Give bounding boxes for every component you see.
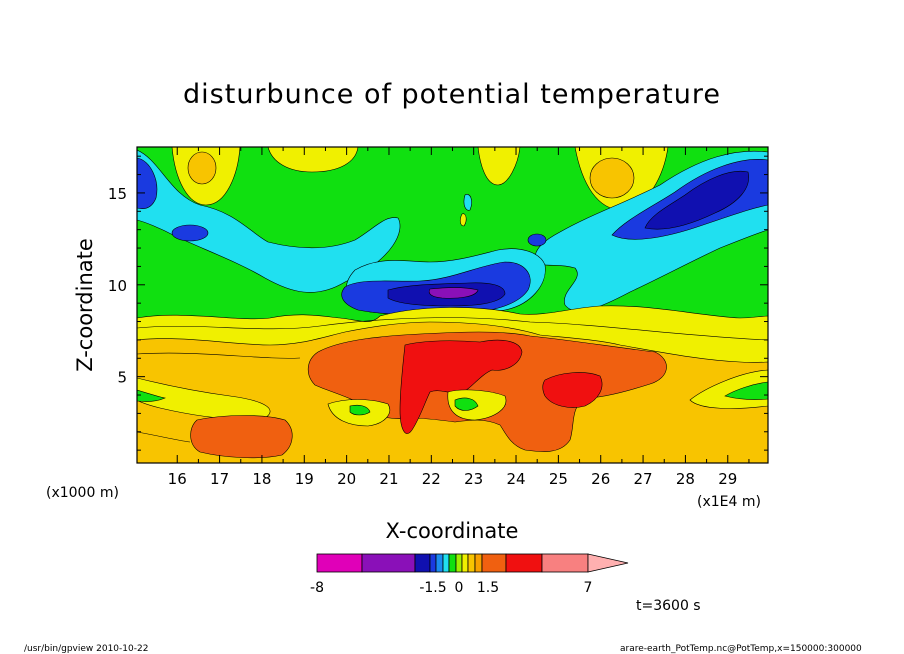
- field-yellow-upper-mid: [267, 147, 359, 173]
- field-green-lower-right: [724, 381, 768, 400]
- colorbar-label: 7: [584, 580, 593, 596]
- x-axis: 16 17 18 19 20 21 22 23 24 25 26 27 28 29: [168, 147, 750, 488]
- colorbar-segment: [467, 553, 476, 573]
- y-axis: 5 10 15: [108, 155, 768, 451]
- field-green-lower-left: [137, 389, 166, 402]
- x-tick-label: 21: [379, 470, 398, 488]
- y-tick-label: 5: [117, 369, 127, 387]
- colorbar-segment: [461, 553, 469, 573]
- field-blue-right-spot: [527, 233, 547, 247]
- x-tick-label: 19: [295, 470, 314, 488]
- x-tick-label: 18: [252, 470, 271, 488]
- x-tick-label: 20: [337, 470, 356, 488]
- colorbar-label: 0: [455, 580, 464, 596]
- y-tick-label: 15: [108, 185, 127, 203]
- colorbar-segment: [541, 553, 589, 573]
- field-orange-upper-right: [589, 157, 635, 199]
- x-tick-label: 17: [210, 470, 229, 488]
- contour-field: [137, 147, 768, 463]
- footer-right: arare-earth_PotTemp.nc@PotTemp,x=150000:…: [620, 644, 862, 654]
- x-tick-label: 16: [168, 470, 187, 488]
- field-orange-upper-left: [187, 151, 217, 185]
- y-tick-label: 10: [108, 277, 127, 295]
- x-tick-label: 22: [422, 470, 441, 488]
- field-yellow-streak: [459, 213, 467, 227]
- time-annotation: t=3600 s: [636, 598, 701, 614]
- contour-line-3: [137, 431, 191, 443]
- colorbar: [316, 553, 629, 573]
- field-red-right: [542, 372, 603, 408]
- colorbar-segment: [474, 553, 483, 573]
- field-blue-left-edge: [137, 157, 158, 209]
- footer-left: /usr/bin/gpview 2010-10-22: [24, 644, 148, 654]
- colorbar-segment: [429, 553, 437, 573]
- colorbar-segment: [455, 553, 463, 573]
- field-yellow-upper-center: [477, 147, 521, 186]
- colorbar-segment: [448, 553, 457, 573]
- x-unit-left: (x1000 m): [46, 485, 119, 501]
- field-violet-center: [428, 287, 479, 299]
- contour-line-1: [137, 317, 768, 341]
- colorbar-segment: [435, 553, 444, 573]
- colorbar-segment: [481, 553, 507, 573]
- x-tick-label: 26: [591, 470, 610, 488]
- x-tick-label: 29: [718, 470, 737, 488]
- field-cyan-streak: [463, 194, 472, 211]
- field-cyan-left: [137, 149, 401, 293]
- contour-line-2: [137, 352, 301, 359]
- colorbar-segment: [442, 553, 450, 573]
- y-axis-label: Z-coordinate: [73, 238, 97, 372]
- field-green-island-left: [349, 404, 371, 416]
- field-green-island-right: [454, 397, 479, 411]
- colorbar-label: -1.5: [419, 580, 446, 596]
- colorbar-segment: [361, 553, 416, 573]
- x-unit-right: (x1E4 m): [697, 494, 761, 510]
- x-tick-label: 23: [464, 470, 483, 488]
- colorbar-label: 1.5: [477, 580, 499, 596]
- field-blue-left-spot: [171, 224, 209, 242]
- field-darkblue-right: [644, 170, 749, 230]
- x-tick-label: 24: [506, 470, 525, 488]
- x-tick-label: 27: [634, 470, 653, 488]
- x-tick-label: 28: [676, 470, 695, 488]
- colorbar-segment: [505, 553, 543, 573]
- colorbar-labels: -8 -1.5 0 1.5 7: [310, 580, 592, 596]
- colorbar-segment: [414, 553, 431, 573]
- chart-title: disturbunce of potential temperature: [183, 79, 721, 110]
- x-axis-label: X-coordinate: [386, 519, 519, 543]
- colorbar-segment: [316, 553, 363, 573]
- x-tick-label: 25: [549, 470, 568, 488]
- colorbar-label: -8: [310, 580, 324, 596]
- colorbar-arrow: [587, 553, 629, 573]
- field-deeporange-lower-left: [190, 415, 293, 459]
